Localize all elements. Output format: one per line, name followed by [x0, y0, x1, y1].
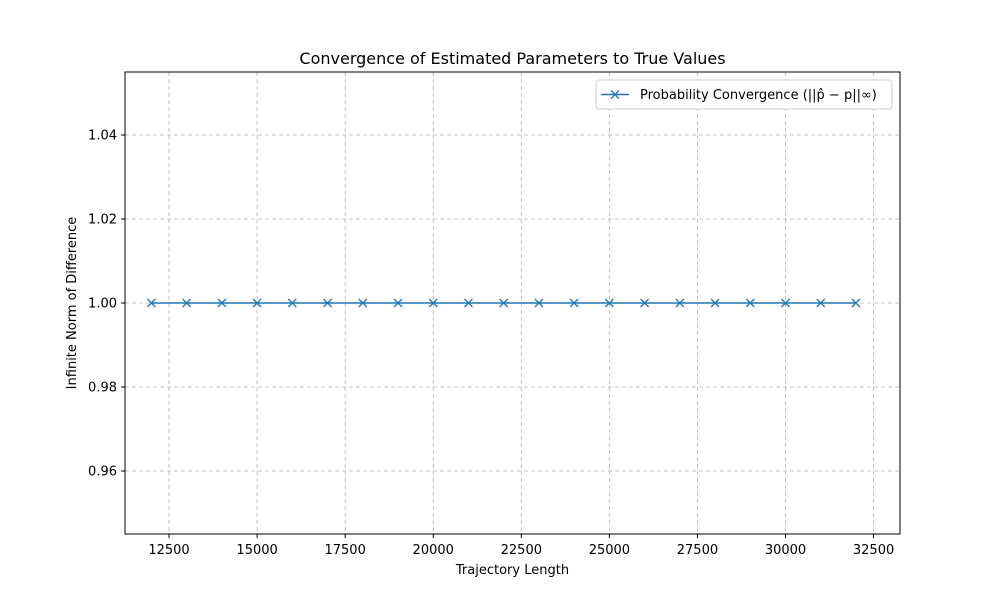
data-point-x-marker: [182, 298, 192, 308]
y-tick-label: 0.98: [88, 381, 117, 396]
series-layer: [146, 298, 861, 308]
legend-marker-x-icon: [610, 90, 620, 99]
x-tick-label: 30000: [765, 543, 806, 558]
y-tick-label: 1.00: [88, 297, 117, 312]
chart-title: Convergence of Estimated Parameters to T…: [299, 49, 725, 68]
data-point-x-marker: [745, 298, 755, 308]
x-tick-label: 27500: [677, 543, 718, 558]
data-point-x-marker: [781, 298, 790, 308]
legend-label: Probability Convergence (||p̂ − p||∞): [640, 88, 877, 103]
data-point-x-marker: [252, 298, 262, 308]
data-point-x-marker: [816, 298, 826, 308]
data-point-x-marker: [464, 298, 473, 308]
legend-box: [595, 79, 893, 110]
data-point-x-marker: [640, 298, 650, 308]
data-point-x-marker: [851, 298, 861, 308]
x-tick-label: 17500: [324, 543, 365, 558]
data-point-x-marker: [428, 298, 438, 308]
data-point-x-marker: [393, 298, 403, 308]
axis-ticks: 12500 15000 17500 20000 22500 25000 27500 30000…: [88, 129, 894, 559]
y-axis-label: Infinite Norm of Difference: [65, 217, 80, 390]
x-tick-label: 15000: [236, 543, 277, 558]
data-point-x-marker: [146, 298, 156, 308]
legend: Probability Convergence (||p̂ − p||∞): [595, 79, 893, 110]
data-point-x-marker: [604, 298, 614, 308]
x-tick-label: 22500: [501, 543, 542, 558]
y-tick-label: 1.02: [88, 213, 117, 228]
data-point-x-marker: [675, 298, 685, 308]
data-point-x-marker: [499, 298, 509, 308]
data-point-x-marker: [217, 298, 227, 308]
data-point-x-marker: [569, 298, 579, 308]
x-tick-label: 12500: [148, 543, 189, 558]
data-point-x-marker: [323, 298, 333, 308]
x-tick-label: 32500: [853, 543, 894, 558]
data-point-x-marker: [287, 298, 297, 308]
data-point-x-marker: [358, 298, 368, 308]
y-tick-label: 0.96: [88, 465, 117, 480]
x-axis-label: Trajectory Length: [455, 563, 569, 578]
x-tick-label: 20000: [413, 543, 454, 558]
y-tick-label: 1.04: [88, 129, 117, 144]
data-point-x-marker: [710, 298, 720, 308]
x-tick-label: 25000: [589, 543, 630, 558]
data-point-x-marker: [534, 298, 544, 308]
